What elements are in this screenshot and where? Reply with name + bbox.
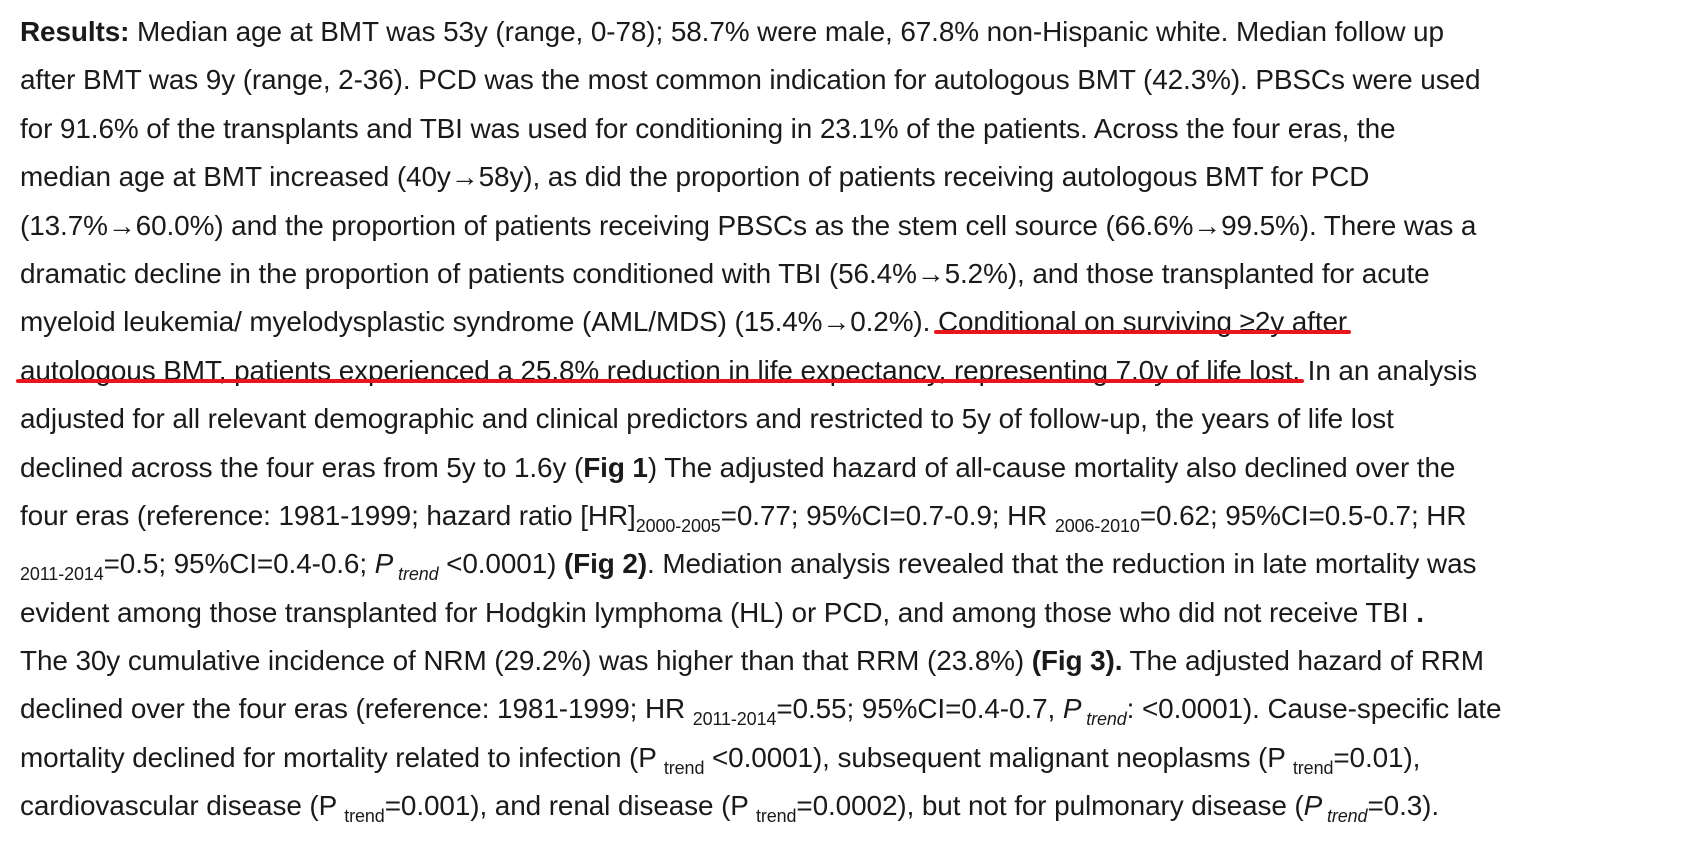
text-run: cardiovascular disease (P xyxy=(20,790,345,822)
text-run: declined across the four eras from 5y to… xyxy=(20,451,584,483)
results-paragraph: Results: Median age at BMT was 53y (rang… xyxy=(20,8,1680,831)
text-run: after BMT was 9y (range, 2-36). PCD was … xyxy=(20,64,1481,96)
text-line: 2011-2014=0.5; 95%CI=0.4-0.6; P trend <0… xyxy=(20,540,1675,588)
text-run: mortality declined for mortality related… xyxy=(20,741,664,773)
text-line: mortality declined for mortality related… xyxy=(20,734,1675,782)
figure-1-reference: Fig 1 xyxy=(583,451,648,483)
subscript: 2011-2014 xyxy=(692,709,777,730)
subscript: trend xyxy=(393,564,439,585)
text-run: =0.3). xyxy=(1367,790,1440,822)
text-run: =0.01), xyxy=(1333,741,1421,773)
subscript: trend xyxy=(344,806,385,827)
red-underline-annotation xyxy=(16,378,1304,383)
text-run: =0.0002), but not for pulmonary disease … xyxy=(796,790,1304,822)
text-run: The 30y cumulative incidence of NRM (29.… xyxy=(20,645,1032,677)
text-run: =0.62; 95%CI=0.5-0.7; HR xyxy=(1139,499,1467,531)
text-run: dramatic decline in the proportion of pa… xyxy=(20,257,1430,289)
subscript: trend xyxy=(1322,806,1368,827)
italic-p: P xyxy=(1062,693,1082,725)
results-heading: Results: xyxy=(20,16,130,47)
text-line: after BMT was 9y (range, 2-36). PCD was … xyxy=(20,56,1675,104)
text-line: Results: Median age at BMT was 53y (rang… xyxy=(20,8,1675,56)
text-line: autologous BMT, patients experienced a 2… xyxy=(20,347,1675,395)
text-run: ) The adjusted hazard of all-cause morta… xyxy=(647,451,1456,483)
text-run: (13.7%→60.0%) and the proportion of pati… xyxy=(20,209,1477,241)
text-line: declined across the four eras from 5y to… xyxy=(20,444,1675,492)
text-run: : <0.0001). Cause-specific late xyxy=(1126,693,1502,725)
text-line: The 30y cumulative incidence of NRM (29.… xyxy=(20,637,1675,685)
text-run: Median age at BMT was 53y (range, 0-78);… xyxy=(129,16,1444,47)
red-underline-annotation xyxy=(933,330,1352,335)
text-line: median age at BMT increased (40y→58y), a… xyxy=(20,153,1675,201)
text-run: adjusted for all relevant demographic an… xyxy=(20,403,1394,435)
text-run: <0.0001) xyxy=(438,548,564,580)
text-run: for 91.6% of the transplants and TBI was… xyxy=(20,112,1396,144)
text-line: evident among those transplanted for Hod… xyxy=(20,589,1675,637)
text-run: median age at BMT increased (40y→58y), a… xyxy=(20,161,1370,193)
text-run: In an analysis xyxy=(1300,354,1477,386)
italic-p: P xyxy=(374,548,394,580)
text-run: myeloid leukemia/ myelodysplastic syndro… xyxy=(20,306,938,338)
text-run: =0.5; 95%CI=0.4-0.6; xyxy=(103,548,375,580)
text-run: <0.0001), subsequent malignant neoplasms… xyxy=(704,741,1293,773)
text-run: =0.001), and renal disease (P xyxy=(384,790,756,822)
subscript: trend xyxy=(755,806,797,827)
figure-2-reference: (Fig 2) xyxy=(563,548,648,580)
text-run: declined over the four eras (reference: … xyxy=(20,693,693,725)
figure-3-reference: (Fig 3). xyxy=(1031,645,1123,677)
text-run: The adjusted hazard of RRM xyxy=(1122,645,1484,677)
text-line: myeloid leukemia/ myelodysplastic syndro… xyxy=(20,298,1675,346)
text-run: =0.77; 95%CI=0.7-0.9; HR xyxy=(720,499,1055,531)
text-line: for 91.6% of the transplants and TBI was… xyxy=(20,105,1675,153)
italic-p: P xyxy=(1303,790,1323,822)
subscript: trend xyxy=(1292,757,1334,778)
text-line: declined over the four eras (reference: … xyxy=(20,685,1675,733)
text-line: dramatic decline in the proportion of pa… xyxy=(20,250,1675,298)
text-line: cardiovascular disease (P trend=0.001), … xyxy=(20,782,1675,830)
subscript: 2006-2010 xyxy=(1054,515,1140,536)
text-run: four eras (reference: 1981-1999; hazard … xyxy=(20,499,636,531)
text-run: evident among those transplanted for Hod… xyxy=(20,596,1417,628)
text-line: four eras (reference: 1981-1999; hazard … xyxy=(20,492,1675,540)
text-run: . Mediation analysis revealed that the r… xyxy=(647,548,1477,580)
text-line: adjusted for all relevant demographic an… xyxy=(20,395,1675,443)
text-run: =0.55; 95%CI=0.4-0.7, xyxy=(776,693,1063,725)
text-line: (13.7%→60.0%) and the proportion of pati… xyxy=(20,202,1675,250)
subscript: 2011-2014 xyxy=(20,564,104,585)
subscript: trend xyxy=(663,757,705,778)
bold-period: . xyxy=(1416,596,1424,628)
subscript: trend xyxy=(1081,709,1127,730)
subscript: 2000-2005 xyxy=(635,515,721,536)
